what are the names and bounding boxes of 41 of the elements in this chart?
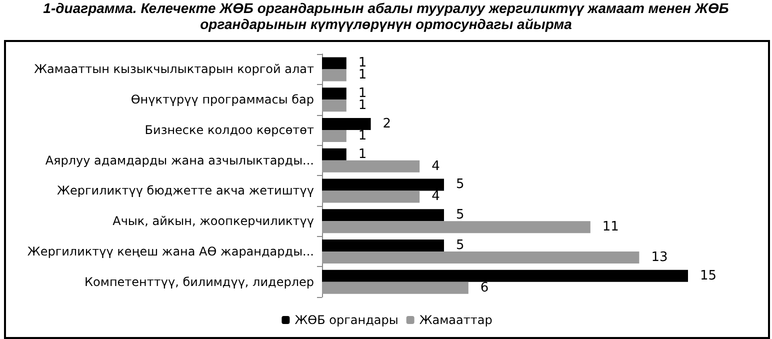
data-label: 1 — [358, 68, 367, 83]
data-label: 2 — [382, 116, 392, 132]
data-label: 5 — [456, 208, 464, 223]
y-tick-label: Өнүктүрүү программасы бар — [130, 92, 314, 107]
bar — [322, 88, 346, 100]
data-label: 15 — [700, 268, 717, 284]
bar — [322, 282, 468, 294]
data-label: 1 — [358, 98, 367, 114]
y-tick-label: Ачык, айкын, жоопкерчиликтүү — [112, 214, 314, 228]
bar — [322, 270, 688, 282]
data-label: 11 — [602, 220, 619, 235]
data-label: 4 — [432, 189, 440, 204]
bar — [322, 239, 444, 252]
y-tick-label: Жергиликтүү бюджетте акча жетиштүү — [57, 184, 314, 198]
bar — [322, 209, 444, 222]
bar — [322, 57, 346, 70]
y-tick-label: Аярлуу адамдарды жана азчылыктарды... — [45, 153, 314, 168]
bar — [322, 160, 420, 172]
data-label: 1 — [358, 146, 367, 162]
legend-label: Жамааттар — [419, 313, 492, 327]
data-label: 13 — [651, 250, 668, 265]
data-label: 5 — [456, 177, 464, 192]
data-label: 5 — [456, 238, 464, 253]
bar — [322, 148, 346, 160]
y-tick-label: Бизнеске колдоо көрсөтөт — [144, 122, 314, 137]
data-label: 6 — [480, 280, 489, 296]
data-label: 1 — [358, 128, 367, 144]
bar — [322, 178, 444, 191]
bar — [322, 130, 346, 142]
y-tick-label: Компетенттүү, билимдүү, лидерлер — [84, 274, 314, 289]
data-label: 4 — [432, 158, 440, 174]
y-tick-label: Жамааттын кызыкчылыктарын коргой алат — [34, 62, 314, 76]
y-tick-label: Жергиликтүү кеңеш жана АӨ жарандарды... — [27, 244, 314, 258]
bar — [322, 118, 371, 130]
bar — [322, 100, 346, 112]
bar — [322, 190, 420, 203]
bar — [322, 69, 346, 82]
legend-label: ЖӨБ органдары — [294, 313, 398, 327]
bar — [322, 221, 590, 234]
chart-title: 1-диаграмма. Келечекте ЖӨБ органдарынын абалы тууралуу жергиликтүү жамаат менен ЖӨБ органдарынын күтүүлөрүнүн ортосундагы айырма — [42, 0, 730, 32]
bar — [322, 251, 640, 264]
